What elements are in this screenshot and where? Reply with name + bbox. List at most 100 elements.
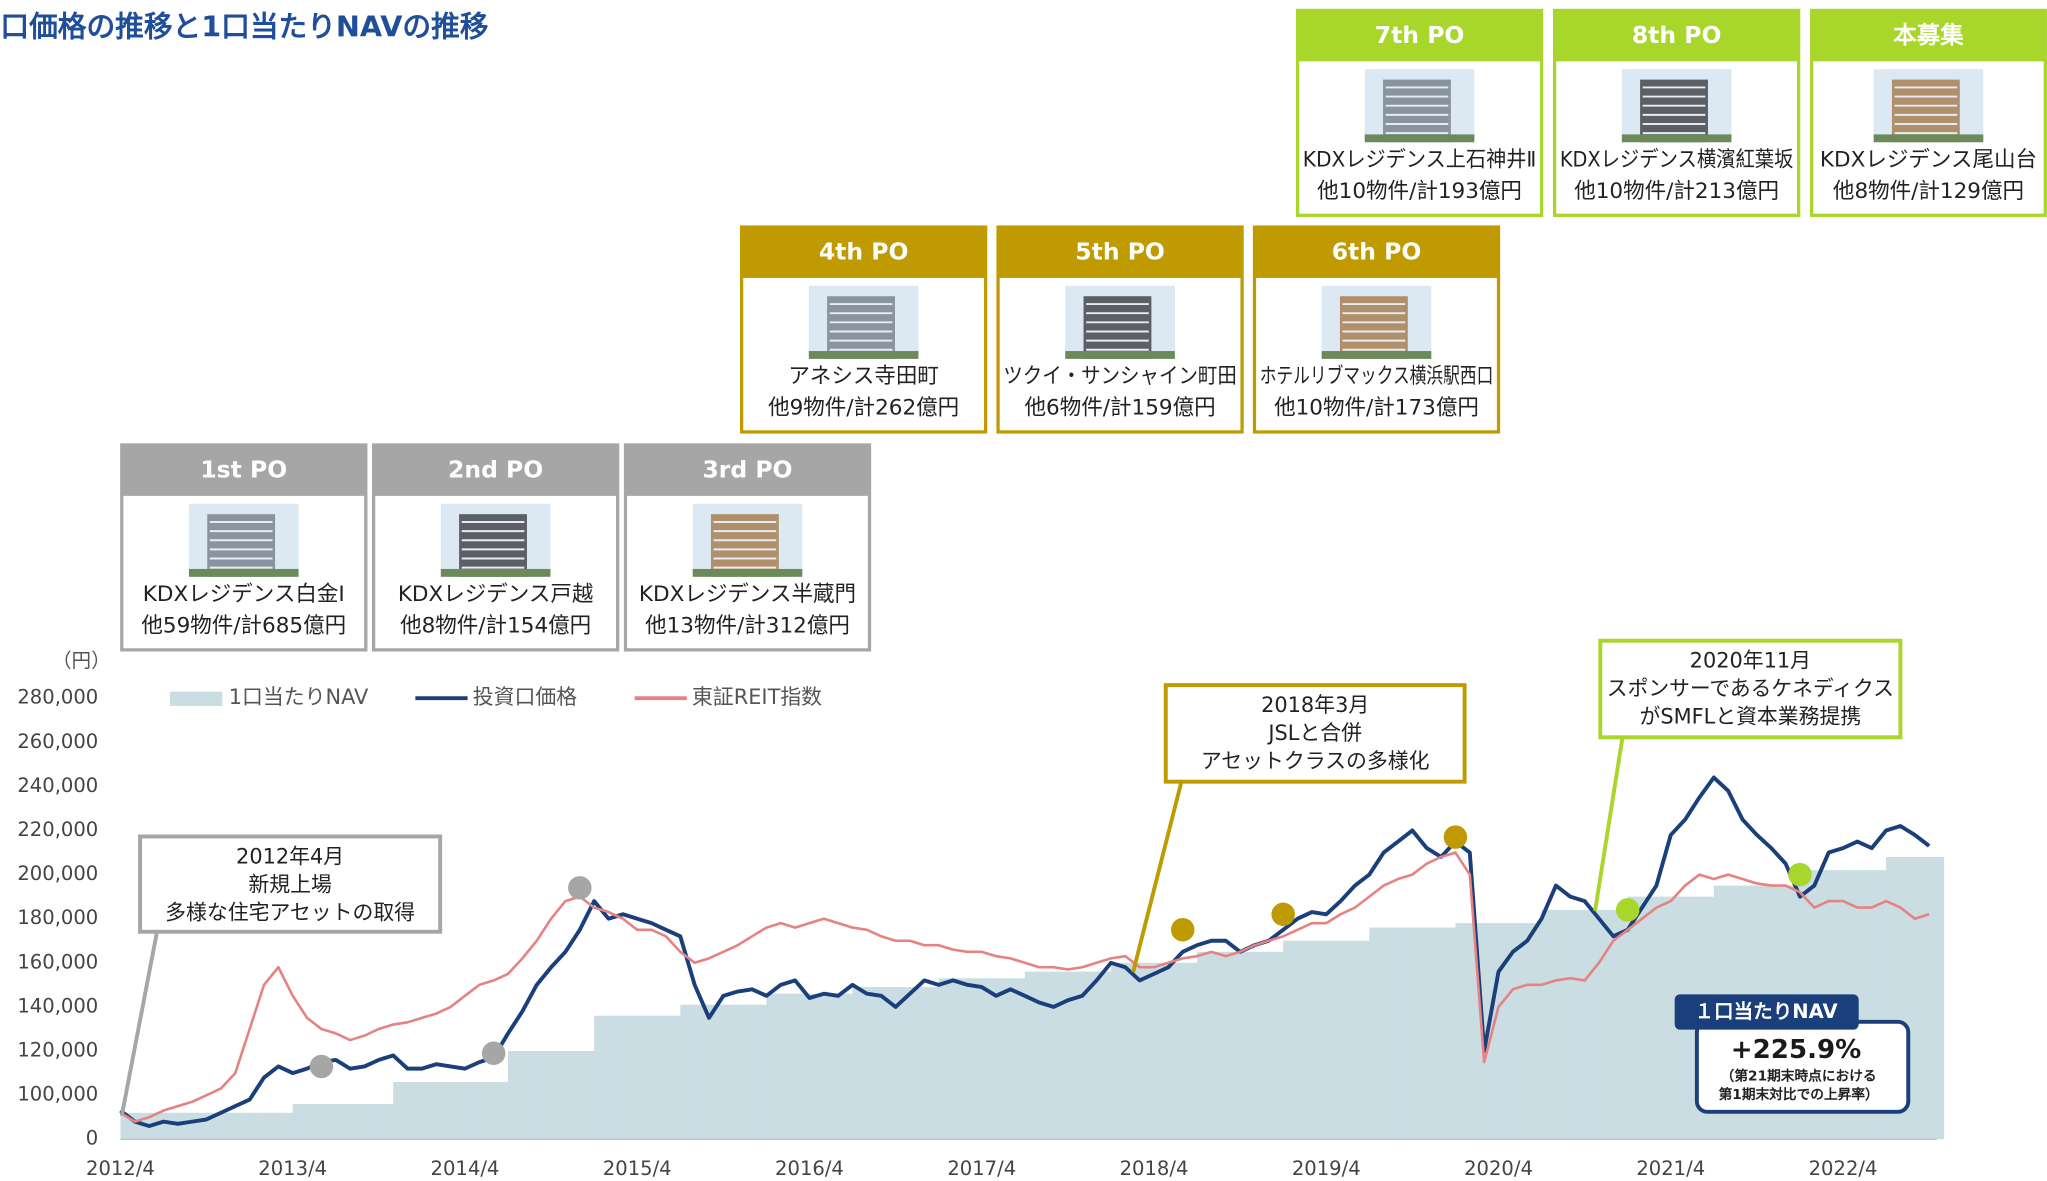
nav-step: [881, 987, 896, 1139]
nav-step: [192, 1113, 207, 1139]
y-unit: （円）: [52, 649, 111, 672]
nav-step: [350, 1104, 365, 1139]
nav-step: [321, 1104, 336, 1139]
nav-step: [522, 1051, 537, 1139]
annotation-text: 2020年11月: [1690, 649, 1811, 673]
po-card-text: KDXレジデンス半蔵門: [639, 582, 856, 607]
po-card-text: 他8物件/計129億円: [1833, 179, 2024, 204]
y-tick-label: 140,000: [17, 994, 98, 1017]
po-card-title: 1st PO: [200, 456, 287, 484]
nav-step: [594, 1016, 609, 1140]
po-marker: [1171, 918, 1194, 941]
nav-step: [1197, 952, 1212, 1139]
nav-step: [824, 994, 839, 1140]
nav-step: [422, 1082, 437, 1139]
x-tick-label: 2015/4: [603, 1157, 672, 1180]
x-tick-label: 2021/4: [1636, 1157, 1705, 1180]
po-card-text: KDXレジデンス尾山台: [1820, 148, 2037, 173]
annotation-text: 2018年3月: [1261, 693, 1369, 717]
annotation-text: スポンサーであるケネディクス: [1607, 677, 1894, 701]
po-card-text: 他59物件/計685億円: [141, 613, 346, 638]
x-tick-label: 2012/4: [86, 1157, 155, 1180]
nav-step: [537, 1051, 552, 1139]
nav-step: [1585, 910, 1600, 1139]
page: {"chart_data":{"type":"line", "title":"口…: [0, 0, 2047, 1181]
annotation-text: アセットクラスの多様化: [1201, 749, 1430, 773]
nav-step: [451, 1082, 466, 1139]
nav-step: [264, 1113, 279, 1139]
nav-step: [1642, 897, 1657, 1140]
nav-step: [1513, 923, 1528, 1139]
nav-step: [1269, 952, 1284, 1139]
po-marker: [1788, 863, 1811, 886]
nav-step: [293, 1104, 308, 1139]
annotation-text: 2012年4月: [236, 844, 344, 868]
x-tick-label: 2019/4: [1292, 1157, 1361, 1180]
y-tick-label: 100,000: [17, 1083, 98, 1106]
po-card-title: 7th PO: [1375, 21, 1465, 49]
x-tick-label: 2013/4: [258, 1157, 327, 1180]
nav-note: 第1期末対比での上昇率）: [1719, 1086, 1879, 1103]
photo-ground: [1874, 134, 1984, 142]
nav-step: [479, 1082, 494, 1139]
photo-ground: [1322, 351, 1432, 359]
photo-ground: [1622, 134, 1732, 142]
nav-step: [178, 1113, 193, 1139]
nav-step: [1097, 972, 1112, 1140]
legend-label: 1口当たりNAV: [229, 685, 369, 709]
nav-step: [1140, 963, 1155, 1139]
nav-step: [982, 978, 997, 1139]
x-tick-label: 2018/4: [1120, 1157, 1189, 1180]
nav-step: [465, 1082, 480, 1139]
nav-step: [1254, 952, 1269, 1139]
annotation-text: 多様な住宅アセットの取得: [165, 900, 415, 924]
nav-step: [967, 978, 982, 1139]
photo-ground: [1365, 134, 1475, 142]
nav-step: [1441, 928, 1456, 1140]
nav-step: [1039, 972, 1054, 1140]
nav-step: [1613, 910, 1628, 1139]
annotation-text: がSMFLと資本業務提携: [1640, 705, 1862, 729]
nav-step: [695, 1005, 710, 1140]
y-tick-label: 280,000: [17, 686, 98, 709]
nav-step: [1111, 963, 1126, 1139]
nav-tag-text: １口当たりNAV: [1694, 1000, 1838, 1023]
nav-step: [1312, 941, 1327, 1139]
nav-step: [1154, 963, 1169, 1139]
nav-step: [738, 1005, 753, 1140]
nav-step: [164, 1113, 179, 1139]
nav-step: [623, 1016, 638, 1140]
nav-change: +225.9%: [1731, 1035, 1861, 1065]
nav-step: [494, 1082, 509, 1139]
nav-step: [1398, 928, 1413, 1140]
nav-step: [1125, 963, 1140, 1139]
nav-step: [1915, 857, 1930, 1139]
nav-step: [910, 987, 925, 1139]
po-card-title: 8th PO: [1632, 21, 1722, 49]
nav-step: [752, 1005, 767, 1140]
po-card-text: KDXレジデンス上石神井Ⅱ: [1303, 148, 1537, 173]
photo-ground: [441, 569, 551, 577]
po-marker: [1444, 825, 1467, 848]
nav-step: [1384, 928, 1399, 1140]
nav-step: [307, 1104, 322, 1139]
nav-step: [565, 1051, 580, 1139]
po-card-text: アネシス寺田町: [788, 364, 939, 389]
nav-step: [723, 1005, 738, 1140]
leader-line: [1133, 782, 1181, 973]
photo-ground: [693, 569, 803, 577]
nav-step: [1010, 978, 1025, 1139]
nav-step: [680, 1005, 695, 1140]
nav-step: [795, 994, 810, 1140]
nav-step: [809, 994, 824, 1140]
nav-step: [1527, 923, 1542, 1139]
nav-step: [508, 1051, 523, 1139]
po-marker: [568, 876, 591, 899]
nav-step: [924, 987, 939, 1139]
nav-step: [1168, 963, 1183, 1139]
po-card-title: 2nd PO: [448, 456, 543, 484]
nav-step: [580, 1051, 595, 1139]
po-card-title: 本募集: [1893, 21, 1964, 49]
y-tick-label: 240,000: [17, 774, 98, 797]
nav-step: [1412, 928, 1427, 1140]
